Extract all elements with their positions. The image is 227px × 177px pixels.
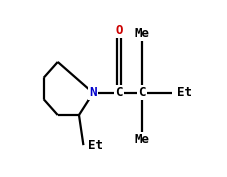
Text: Et: Et	[88, 139, 103, 152]
Text: Me: Me	[134, 133, 149, 146]
Text: Me: Me	[134, 27, 149, 40]
Text: Et: Et	[177, 86, 192, 99]
Text: C: C	[115, 86, 123, 99]
Text: N: N	[89, 86, 97, 99]
Text: C: C	[138, 86, 146, 99]
Text: O: O	[115, 24, 123, 37]
